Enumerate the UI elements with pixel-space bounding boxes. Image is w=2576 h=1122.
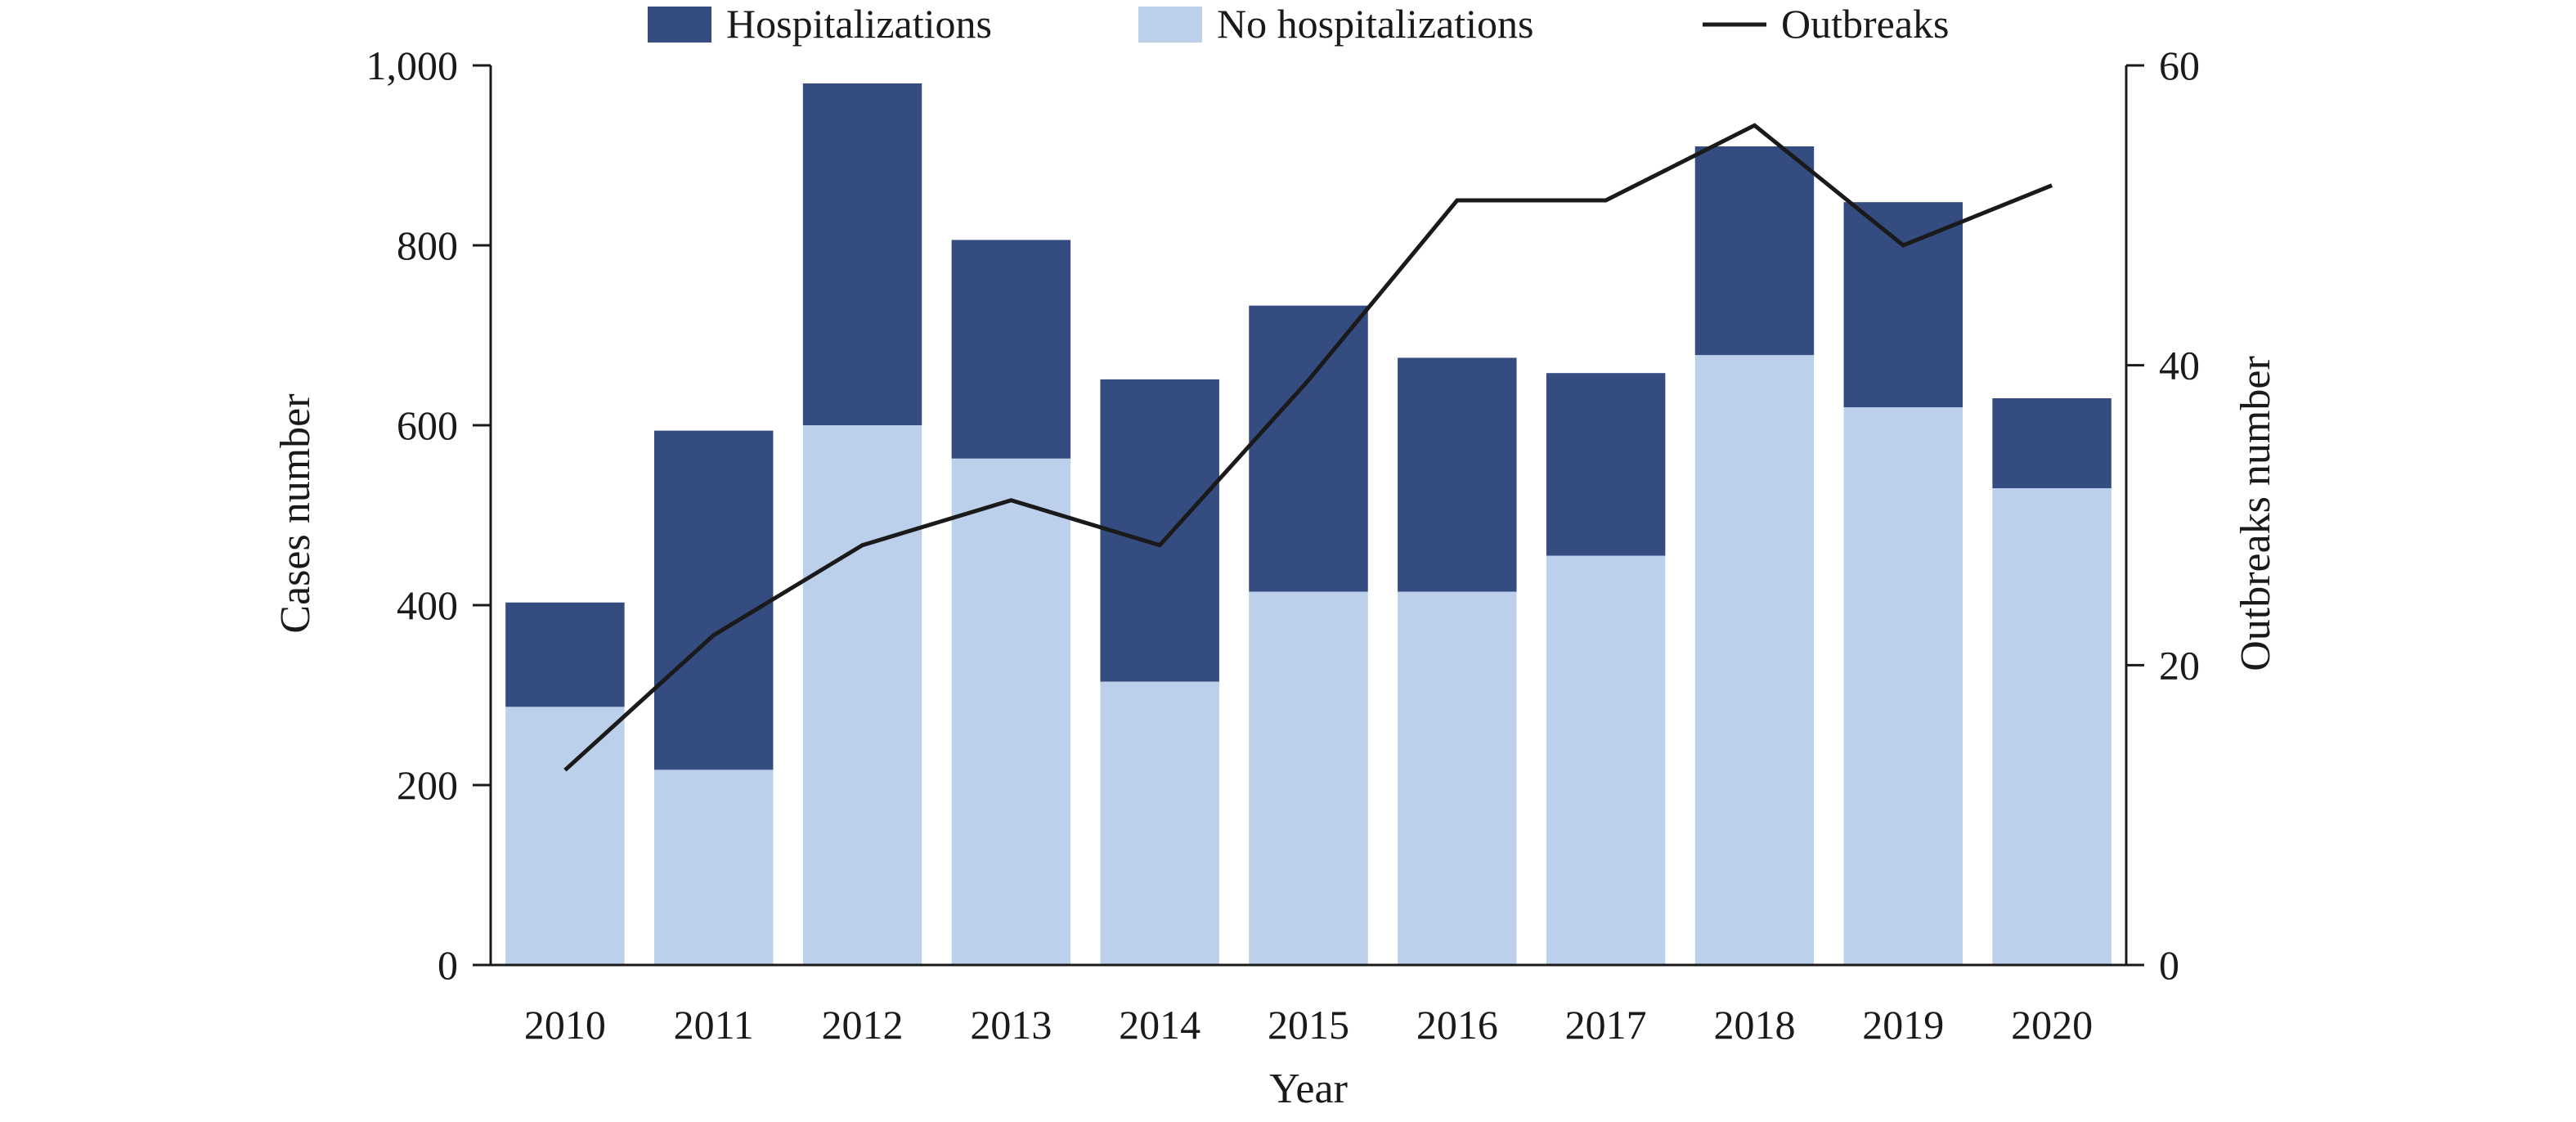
x-tick-label-2014: 2014 bbox=[1119, 1002, 1200, 1048]
bar-no-hospitalizations-2020 bbox=[1992, 488, 2112, 965]
x-tick-label-2012: 2012 bbox=[822, 1002, 904, 1048]
bar-hospitalizations-2020 bbox=[1992, 398, 2112, 488]
y2-tick-label-60: 60 bbox=[2159, 43, 2200, 88]
bar-no-hospitalizations-2019 bbox=[1843, 407, 1963, 965]
bar-hospitalizations-2017 bbox=[1546, 373, 1666, 556]
y-tick-label-600: 600 bbox=[397, 402, 458, 448]
bar-hospitalizations-2015 bbox=[1249, 305, 1368, 592]
x-tick-label-2016: 2016 bbox=[1416, 1002, 1498, 1048]
bar-hospitalizations-2013 bbox=[951, 240, 1071, 459]
legend: Hospitalizations No hospitalizations Outbr… bbox=[648, 1, 1950, 47]
bar-no-hospitalizations-2011 bbox=[654, 770, 774, 965]
bar-hospitalizations-2010 bbox=[505, 602, 625, 707]
x-axis-title: Year bbox=[1269, 1066, 1348, 1112]
bar-hospitalizations-2011 bbox=[654, 430, 774, 770]
y-tick-label-800: 800 bbox=[397, 222, 458, 268]
x-tick-label-2010: 2010 bbox=[524, 1002, 606, 1048]
y-tick-label-200: 200 bbox=[397, 762, 458, 808]
y-tick-label-1000: 1,000 bbox=[366, 43, 459, 88]
x-tick-label-2013: 2013 bbox=[970, 1002, 1052, 1048]
bar-no-hospitalizations-2012 bbox=[802, 425, 922, 965]
legend-label-no-hospitalizations: No hospitalizations bbox=[1217, 1, 1533, 47]
x-tick-label-2020: 2020 bbox=[2011, 1002, 2093, 1048]
y-tick-label-400: 400 bbox=[397, 582, 458, 628]
bars-layer bbox=[505, 83, 2112, 965]
bar-no-hospitalizations-2015 bbox=[1249, 591, 1368, 965]
bar-hospitalizations-2014 bbox=[1100, 379, 1219, 682]
bar-no-hospitalizations-2018 bbox=[1694, 355, 1815, 965]
axes: 0 200 400 600 800 1,000 0 20 40 60 2010 2011 2012 201… bbox=[366, 43, 2201, 1048]
y2-tick-label-0: 0 bbox=[2159, 942, 2179, 988]
bar-no-hospitalizations-2014 bbox=[1100, 681, 1219, 965]
bar-no-hospitalizations-2010 bbox=[505, 707, 625, 965]
bar-hospitalizations-2012 bbox=[802, 83, 922, 425]
bar-no-hospitalizations-2016 bbox=[1398, 591, 1517, 965]
legend-swatch-no-hospitalizations bbox=[1138, 7, 1202, 43]
legend-swatch-hospitalizations bbox=[648, 7, 711, 43]
y-axis-title: Cases number bbox=[272, 393, 319, 633]
x-tick-label-2011: 2011 bbox=[674, 1002, 754, 1048]
y2-axis-title: Outbreaks number bbox=[2233, 356, 2279, 671]
y2-tick-label-40: 40 bbox=[2159, 343, 2200, 388]
x-tick-label-2018: 2018 bbox=[1713, 1002, 1795, 1048]
y2-tick-label-20: 20 bbox=[2159, 642, 2200, 688]
bar-hospitalizations-2019 bbox=[1843, 202, 1963, 407]
legend-label-outbreaks: Outbreaks bbox=[1781, 1, 1950, 47]
x-tick-label-2017: 2017 bbox=[1565, 1002, 1647, 1048]
bar-no-hospitalizations-2017 bbox=[1546, 555, 1666, 965]
bar-no-hospitalizations-2013 bbox=[951, 458, 1071, 965]
y-tick-label-0: 0 bbox=[438, 942, 458, 988]
x-tick-label-2015: 2015 bbox=[1268, 1002, 1349, 1048]
bar-hospitalizations-2016 bbox=[1398, 357, 1517, 592]
outbreaks-line-layer bbox=[563, 123, 2053, 772]
x-tick-label-2019: 2019 bbox=[1862, 1002, 1944, 1048]
legend-label-hospitalizations: Hospitalizations bbox=[726, 1, 992, 47]
line-outbreaks bbox=[563, 123, 2053, 772]
bar-hospitalizations-2018 bbox=[1694, 146, 1815, 356]
